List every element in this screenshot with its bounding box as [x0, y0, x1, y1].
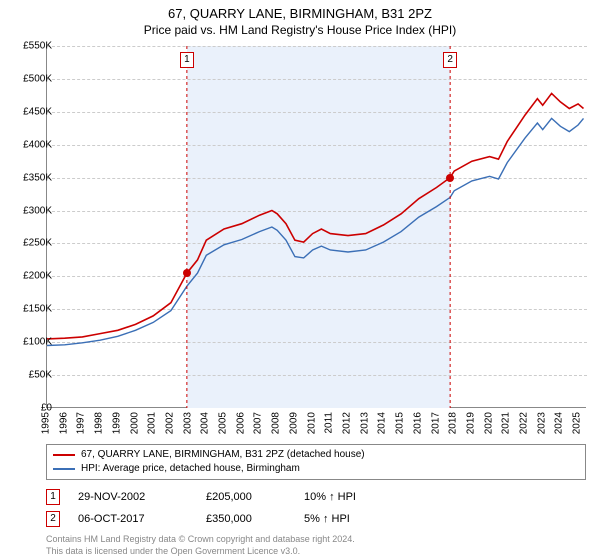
- transaction-row: 1 29-NOV-2002 £205,000 10% ↑ HPI: [46, 486, 586, 508]
- transaction-row: 2 06-OCT-2017 £350,000 5% ↑ HPI: [46, 508, 586, 530]
- series-property: [47, 93, 584, 339]
- x-tick-label: 1998: [94, 412, 105, 434]
- x-tick-label: 2021: [501, 412, 512, 434]
- x-tick-label: 1999: [111, 412, 122, 434]
- sale-dot: [446, 174, 454, 182]
- chart-area: 12: [46, 46, 586, 408]
- transaction-date: 06-OCT-2017: [78, 513, 188, 525]
- x-tick-label: 2014: [377, 412, 388, 434]
- sale-marker-box: 1: [180, 52, 194, 68]
- footnote-line: This data is licensed under the Open Gov…: [46, 546, 586, 558]
- x-tick-label: 2008: [271, 412, 282, 434]
- x-tick-label: 2018: [448, 412, 459, 434]
- sale-dot: [183, 269, 191, 277]
- transaction-date: 29-NOV-2002: [78, 491, 188, 503]
- x-tick-label: 2011: [324, 412, 335, 434]
- x-tick-label: 2006: [235, 412, 246, 434]
- x-tick-label: 2000: [129, 412, 140, 434]
- page-subtitle: Price paid vs. HM Land Registry's House …: [0, 23, 600, 37]
- y-tick-label: £50K: [8, 370, 52, 381]
- transaction-marker: 2: [46, 511, 60, 527]
- sale-marker-box: 2: [443, 52, 457, 68]
- transaction-price: £350,000: [206, 513, 286, 525]
- plot-area: 12: [46, 46, 586, 408]
- legend-item-hpi: HPI: Average price, detached house, Birm…: [53, 462, 579, 476]
- y-tick-label: £300K: [8, 205, 52, 216]
- footnote: Contains HM Land Registry data © Crown c…: [46, 534, 586, 557]
- legend-label: HPI: Average price, detached house, Birm…: [81, 462, 300, 476]
- x-tick-label: 2004: [200, 412, 211, 434]
- legend-swatch: [53, 454, 75, 456]
- legend-swatch: [53, 468, 75, 470]
- x-tick-label: 2007: [253, 412, 264, 434]
- legend-and-footer: 67, QUARRY LANE, BIRMINGHAM, B31 2PZ (de…: [46, 444, 586, 557]
- x-tick-label: 2013: [359, 412, 370, 434]
- x-tick-label: 2005: [218, 412, 229, 434]
- transaction-delta: 5% ↑ HPI: [304, 513, 394, 525]
- x-tick-label: 2022: [519, 412, 530, 434]
- x-tick-label: 1996: [58, 412, 69, 434]
- y-tick-label: £550K: [8, 41, 52, 52]
- transaction-marker: 1: [46, 489, 60, 505]
- x-tick-label: 2012: [341, 412, 352, 434]
- footnote-line: Contains HM Land Registry data © Crown c…: [46, 534, 586, 546]
- y-tick-label: £450K: [8, 106, 52, 117]
- y-tick-label: £500K: [8, 73, 52, 84]
- y-tick-label: £400K: [8, 139, 52, 150]
- legend-item-property: 67, QUARRY LANE, BIRMINGHAM, B31 2PZ (de…: [53, 448, 579, 462]
- legend-label: 67, QUARRY LANE, BIRMINGHAM, B31 2PZ (de…: [81, 448, 365, 462]
- x-tick-label: 2019: [465, 412, 476, 434]
- y-tick-label: £100K: [8, 337, 52, 348]
- line-svg: [47, 46, 587, 408]
- x-tick-label: 2010: [306, 412, 317, 434]
- title-block: 67, QUARRY LANE, BIRMINGHAM, B31 2PZ Pri…: [0, 0, 600, 37]
- legend-box: 67, QUARRY LANE, BIRMINGHAM, B31 2PZ (de…: [46, 444, 586, 480]
- x-tick-label: 1995: [41, 412, 52, 434]
- x-tick-label: 2015: [395, 412, 406, 434]
- x-tick-label: 2023: [536, 412, 547, 434]
- y-tick-label: £350K: [8, 172, 52, 183]
- x-tick-label: 2020: [483, 412, 494, 434]
- x-tick-label: 2025: [572, 412, 583, 434]
- x-tick-label: 2017: [430, 412, 441, 434]
- y-tick-label: £250K: [8, 238, 52, 249]
- page-title: 67, QUARRY LANE, BIRMINGHAM, B31 2PZ: [0, 6, 600, 21]
- x-tick-label: 2009: [288, 412, 299, 434]
- x-tick-label: 1997: [76, 412, 87, 434]
- x-tick-label: 2001: [147, 412, 158, 434]
- x-tick-label: 2016: [412, 412, 423, 434]
- y-tick-label: £200K: [8, 271, 52, 282]
- chart-container: 67, QUARRY LANE, BIRMINGHAM, B31 2PZ Pri…: [0, 0, 600, 560]
- x-tick-label: 2003: [182, 412, 193, 434]
- x-tick-label: 2024: [554, 412, 565, 434]
- transaction-price: £205,000: [206, 491, 286, 503]
- transaction-table: 1 29-NOV-2002 £205,000 10% ↑ HPI 2 06-OC…: [46, 486, 586, 530]
- y-tick-label: £150K: [8, 304, 52, 315]
- transaction-delta: 10% ↑ HPI: [304, 491, 394, 503]
- x-tick-label: 2002: [164, 412, 175, 434]
